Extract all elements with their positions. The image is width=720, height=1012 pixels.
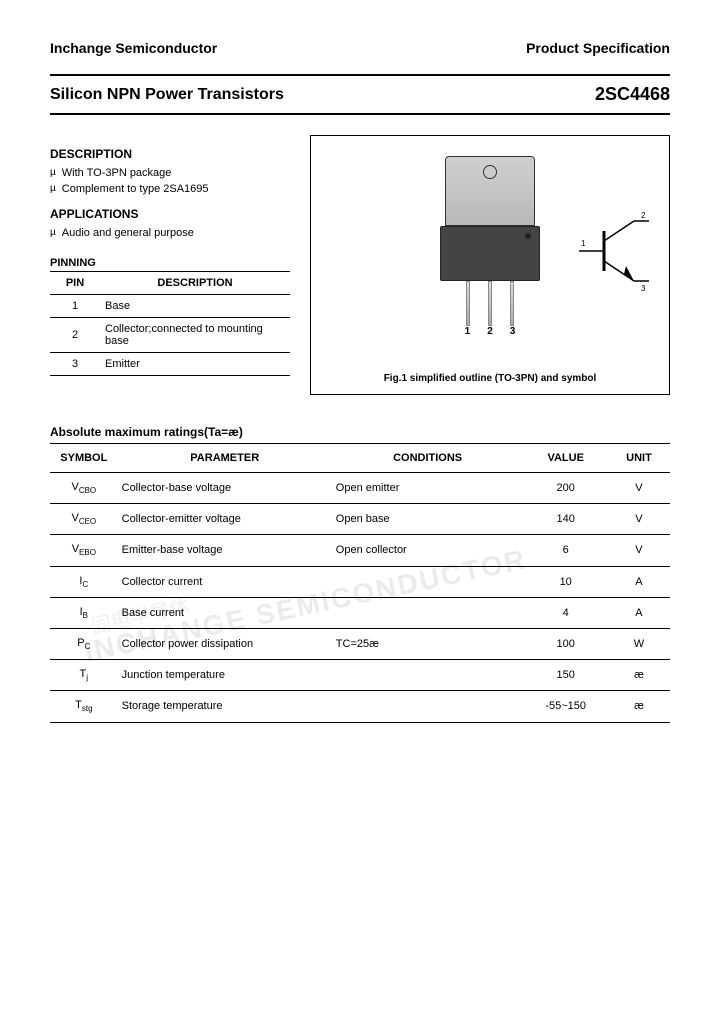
company-name: Inchange Semiconductor [50,40,217,56]
ratings-col-conditions: CONDITIONS [332,444,524,473]
applications-item: µAudio and general purpose [50,227,290,239]
pinning-heading: PINNING [50,257,290,269]
package-outline: 1 2 3 [430,156,550,336]
applications-heading: APPLICATIONS [50,207,290,221]
table-row: 1Base [50,295,290,318]
table-row: TjJunction temperature150æ [50,660,670,691]
table-row: ICCollector current10A [50,566,670,597]
description-item: µComplement to type 2SA1695 [50,183,290,195]
description-heading: DESCRIPTION [50,147,290,161]
table-row: 3Emitter [50,353,290,376]
ratings-col-value: VALUE [523,444,608,473]
ratings-table: SYMBOL PARAMETER CONDITIONS VALUE UNIT V… [50,443,670,723]
svg-text:3: 3 [641,284,646,293]
figure-box: 1 2 3 1 2 3 Fig.1 simplified outline (TO… [310,135,670,395]
part-number: 2SC4468 [595,84,670,105]
description-item: µWith TO-3PN package [50,167,290,179]
pin-col-pin: PIN [50,272,100,295]
ratings-col-parameter: PARAMETER [118,444,332,473]
svg-text:1: 1 [581,239,586,248]
table-row: IBBase current4A [50,597,670,628]
ratings-col-symbol: SYMBOL [50,444,118,473]
ratings-heading: Absolute maximum ratings(Ta=æ) [50,425,670,439]
pinning-table: PIN DESCRIPTION 1Base 2Collector;connect… [50,271,290,376]
table-row: PCCollector power dissipationTC=25æ100W [50,628,670,659]
transistor-symbol-icon: 1 2 3 [579,206,649,296]
ratings-col-unit: UNIT [608,444,670,473]
table-row: 2Collector;connected to mounting base [50,318,290,353]
title-bar: Silicon NPN Power Transistors 2SC4468 [50,74,670,115]
pin-col-desc: DESCRIPTION [100,272,290,295]
svg-text:2: 2 [641,211,646,220]
table-row: TstgStorage temperature-55~150æ [50,691,670,722]
table-row: VCBOCollector-base voltageOpen emitter20… [50,473,670,504]
figure-caption: Fig.1 simplified outline (TO-3PN) and sy… [311,373,669,384]
doc-type: Product Specification [526,40,670,56]
table-row: VCEOCollector-emitter voltageOpen base14… [50,504,670,535]
table-row: VEBOEmitter-base voltageOpen collector6V [50,535,670,566]
product-title: Silicon NPN Power Transistors [50,86,284,104]
